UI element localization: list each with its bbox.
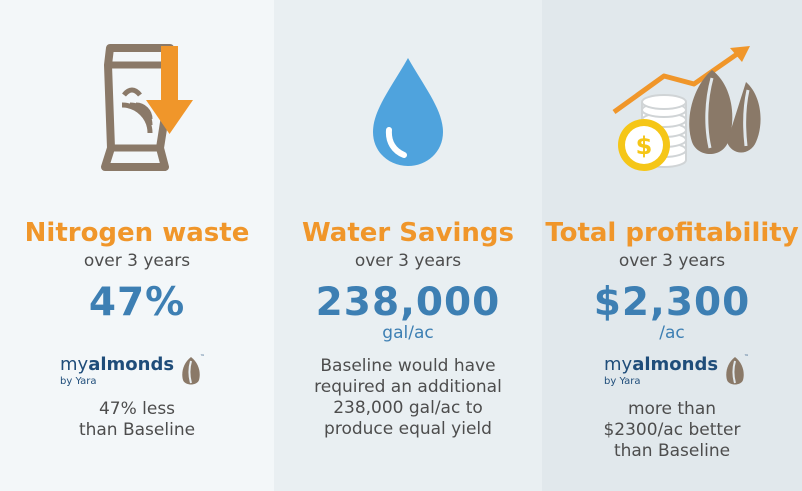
description-line: more than [627, 399, 717, 419]
description-line: produce equal yield [324, 419, 492, 439]
description-line: required an additional [314, 377, 502, 397]
panel-title: Water Savings [302, 218, 514, 248]
description-line: $2300/ac better [603, 420, 741, 440]
description-line: Baseline would have [320, 356, 496, 376]
panel-title: Nitrogen waste [24, 218, 250, 248]
description-line: than Baseline [78, 420, 196, 440]
panel-subtitle: over 3 years [618, 251, 726, 271]
brand-name: myalmonds [60, 354, 175, 375]
panel-value: 238,000 [315, 280, 501, 325]
myalmonds-logo: myalmonds by Yara ™ [60, 354, 220, 394]
coins-almonds-growth-icon: $ [542, 30, 802, 180]
panel-description: 47% less than Baseline [0, 399, 274, 441]
almond-icon [726, 357, 744, 385]
description-line: 238,000 gal/ac to [333, 398, 483, 418]
trademark-mark: ™ [744, 354, 749, 360]
water-drop-icon [274, 30, 542, 180]
panel-value: $2,300 [593, 280, 751, 325]
panel-unit: gal/ac [382, 323, 434, 343]
total-profitability-panel: $ Total profitability over 3 years $2,30… [542, 0, 802, 491]
panel-value: 47% [88, 280, 186, 325]
brand-name: myalmonds [604, 354, 719, 375]
panel-unit: /ac [659, 323, 685, 343]
panel-description: Baseline would have required an addition… [274, 356, 542, 440]
water-savings-panel: Water Savings over 3 years 238,000 gal/a… [274, 0, 542, 491]
myalmonds-logo: myalmonds by Yara ™ [604, 354, 764, 394]
panel-subtitle: over 3 years [354, 251, 462, 271]
nitrogen-waste-panel: Nitrogen waste over 3 years 47% myalmond… [0, 0, 274, 491]
panel-title: Total profitability [545, 218, 799, 248]
brand-by: by Yara [60, 376, 97, 387]
almond-icon [182, 357, 200, 385]
description-line: than Baseline [613, 441, 731, 461]
panel-subtitle: over 3 years [83, 251, 191, 271]
brand-by: by Yara [604, 376, 641, 387]
fertilizer-bag-down-arrow-icon [0, 30, 274, 180]
panel-description: more than $2300/ac better than Baseline [542, 399, 802, 462]
svg-text:$: $ [636, 132, 653, 160]
trademark-mark: ™ [200, 354, 205, 360]
description-line: 47% less [98, 399, 176, 419]
